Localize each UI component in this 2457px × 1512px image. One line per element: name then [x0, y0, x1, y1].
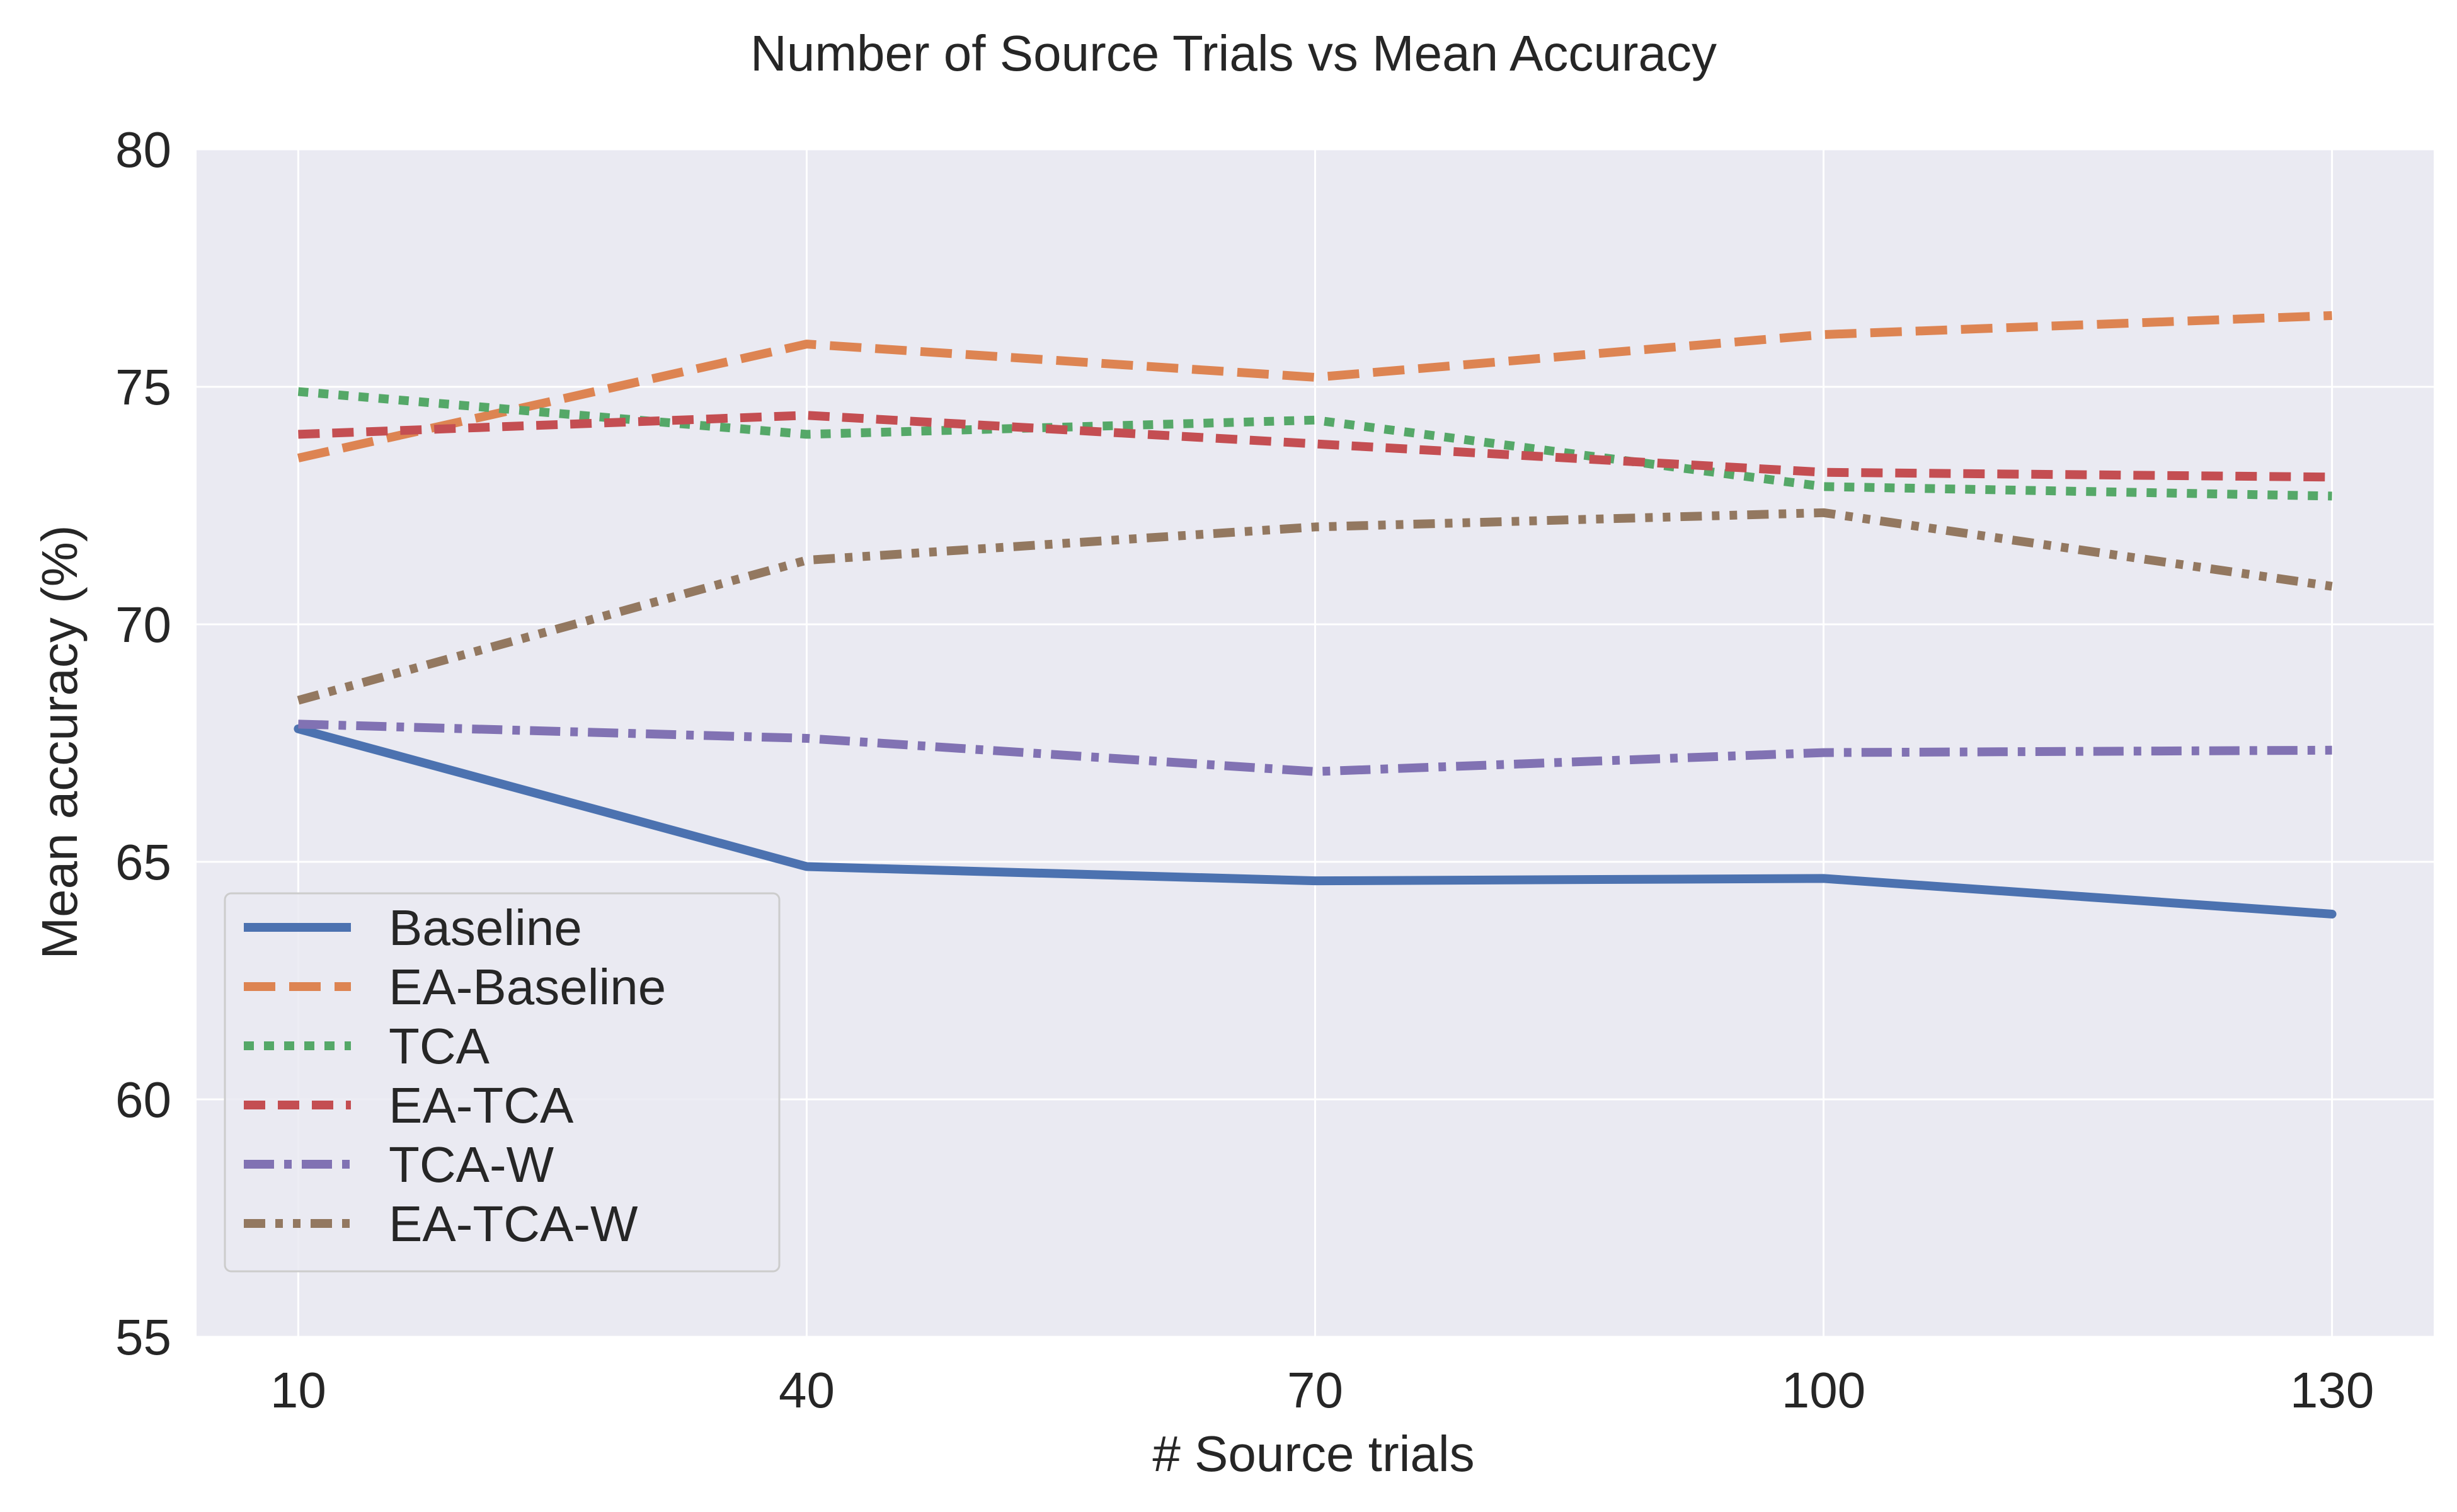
- x-tick-label: 100: [1782, 1362, 1865, 1418]
- y-tick-label: 70: [115, 597, 171, 653]
- x-axis-ticks: 10 40 70 100 130: [270, 1362, 2374, 1418]
- series-ea-baseline: [297, 311, 2332, 462]
- legend-item: TCA: [244, 1018, 490, 1074]
- chart-title: Number of Source Trials vs Mean Accuracy: [750, 25, 1717, 81]
- legend-label: TCA: [389, 1018, 490, 1074]
- legend-label: EA-TCA: [389, 1077, 574, 1133]
- series-line: [297, 311, 2332, 462]
- y-axis-ticks: 55 60 65 70 75 80: [115, 122, 171, 1365]
- series-line: [297, 387, 2332, 501]
- y-tick-label: 75: [115, 359, 171, 415]
- legend-item: EA-TCA-W: [244, 1196, 638, 1252]
- series-baseline: [294, 724, 2337, 919]
- series-tca-w: [298, 719, 2332, 776]
- x-tick-label: 40: [779, 1362, 835, 1418]
- series-ea-tca-w: [297, 508, 2333, 705]
- x-axis-label: # Source trials: [1152, 1426, 1474, 1482]
- x-tick-label: 70: [1287, 1362, 1343, 1418]
- legend-label: EA-Baseline: [389, 959, 666, 1015]
- legend-item: Baseline: [244, 900, 582, 956]
- legend-box: [224, 892, 781, 1273]
- x-tick-label: 10: [270, 1362, 326, 1418]
- legend-item: EA-Baseline: [244, 959, 666, 1015]
- y-tick-label: 65: [115, 834, 171, 890]
- series-layer: [294, 311, 2337, 919]
- series-ea-tca: [298, 411, 2332, 482]
- series-line: [298, 719, 2332, 776]
- y-tick-label: 55: [115, 1309, 171, 1365]
- y-tick-label: 80: [115, 122, 171, 178]
- legend-label: TCA-W: [389, 1137, 554, 1193]
- y-axis-label: Mean accuracy (%): [32, 525, 88, 959]
- legend-label: EA-TCA-W: [389, 1196, 638, 1252]
- series-tca: [297, 387, 2332, 501]
- legend-label: Baseline: [389, 900, 582, 956]
- x-tick-label: 130: [2290, 1362, 2374, 1418]
- legend: BaselineEA-BaselineTCAEA-TCATCA-WEA-TCA-…: [224, 892, 781, 1273]
- y-tick-label: 60: [115, 1072, 171, 1128]
- legend-item: TCA-W: [244, 1137, 554, 1193]
- legend-item: EA-TCA: [244, 1077, 574, 1133]
